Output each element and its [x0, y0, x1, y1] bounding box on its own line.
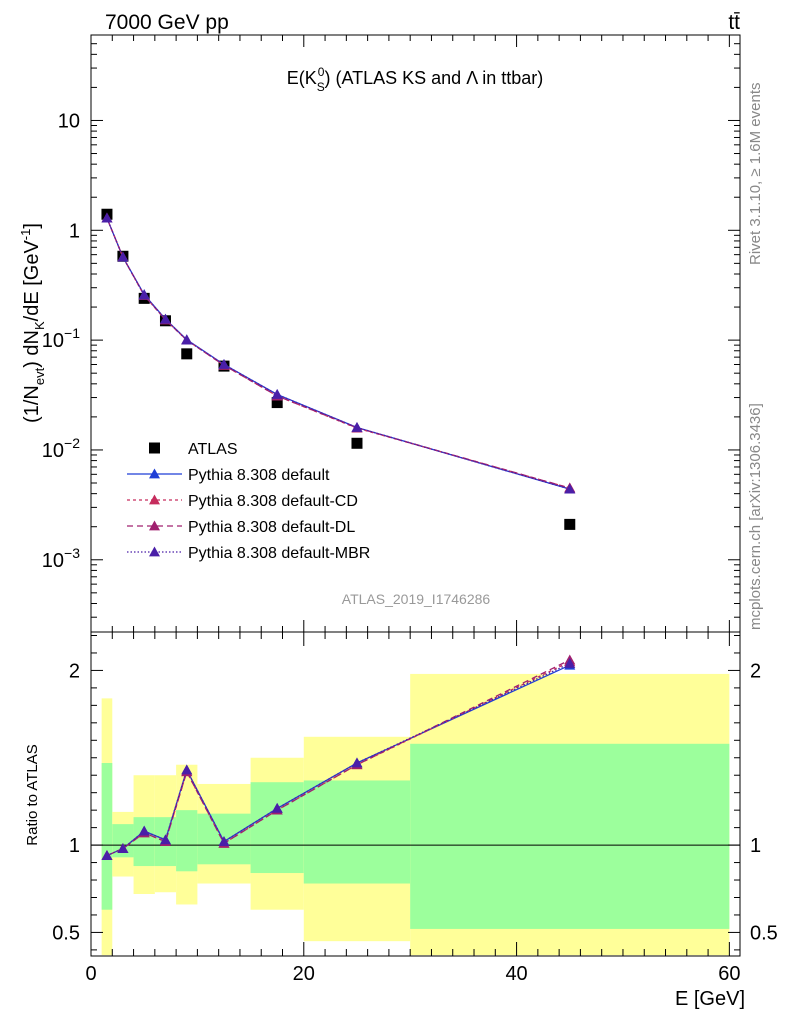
series-marker — [351, 422, 363, 432]
y-tick-label: 10 — [58, 110, 80, 132]
y-tick-label: 10−3 — [42, 545, 80, 572]
legend: ATLAS Pythia 8.308 default Pythia 8.308 de… — [127, 441, 370, 562]
ratio-y-axis: 0.5 0.5 1 1 2 2 — [52, 634, 778, 951]
series-marker — [138, 289, 150, 300]
data-point — [181, 348, 193, 360]
ylabel-c: /dE [GeV — [21, 240, 43, 322]
ylabel-b-sub: K — [32, 321, 47, 330]
rivet-label: Rivet 3.1.10, ≥ 1.6M events — [747, 83, 764, 266]
series-marker — [271, 388, 283, 399]
ratio-band-inner — [410, 743, 730, 929]
ratio-band-inner — [303, 780, 411, 884]
ratio-series-marker — [218, 836, 230, 846]
ylabel-b: ) dN — [21, 330, 43, 368]
ratio-uncertainty-bands — [101, 673, 730, 956]
y-tick-base: 10 — [42, 550, 64, 572]
legend-label: ATLAS — [188, 441, 238, 458]
title-rest: ) (ATLAS KS and Λ in ttbar) — [324, 68, 543, 88]
ratio-series-marker — [138, 825, 150, 836]
ratio-series-marker — [159, 834, 171, 845]
ratio-series-line — [106, 659, 571, 857]
ratio-series-marker — [101, 850, 113, 860]
y-tick-exp: −2 — [64, 435, 80, 451]
plot-title: E(KS0) (ATLAS KS and Λ in ttbar) — [287, 65, 544, 94]
data-point — [271, 397, 283, 409]
y-tick-label: 10−1 — [42, 325, 80, 352]
ratio-y-tick-label: 1 — [69, 835, 80, 857]
y-tick-base: 10 — [42, 440, 64, 462]
y-tick-label: 10−2 — [42, 435, 80, 462]
x-tick-label: 60 — [718, 963, 740, 985]
series-marker — [117, 251, 129, 262]
ratio-series-marker — [271, 802, 283, 813]
ratio-series-marker — [181, 764, 193, 775]
y-tick-base: 10 — [42, 330, 64, 352]
y-tick-exp: −3 — [64, 545, 80, 561]
ratio-panel: 0.5 0.5 1 1 2 2 0 20 40 60 Ratio to ATLAS E [GeV… — [24, 631, 778, 1010]
legend-label: Pythia 8.308 default-DL — [188, 519, 355, 536]
legend-label: Pythia 8.308 default-MBR — [188, 545, 370, 562]
ratio-y-tick-label: 2 — [69, 660, 80, 682]
ylabel-c-sup: -1 — [18, 229, 33, 241]
y-tick-exp: −1 — [64, 325, 80, 341]
x-tick-label: 0 — [85, 963, 96, 985]
series-line — [106, 217, 570, 489]
ratio-band-inner — [112, 824, 134, 858]
ylabel-a: (1/N — [21, 385, 43, 423]
process-label: tt̄ — [728, 11, 740, 34]
title-sup: 0 — [318, 65, 325, 79]
ratio-frame — [90, 631, 741, 957]
ratio-series-marker — [351, 757, 363, 768]
main-x-axis — [90, 35, 730, 632]
series-marker — [218, 358, 230, 369]
series-marker — [159, 313, 171, 324]
watermark: ATLAS_2019_I1746286 — [342, 591, 491, 607]
ratio-band-inner — [133, 817, 155, 867]
legend-marker — [149, 468, 160, 479]
series-line — [106, 217, 570, 489]
data-point — [564, 518, 576, 530]
ratio-series-marker — [117, 843, 129, 853]
ratio-y-axis-label: Ratio to ATLAS — [24, 744, 41, 845]
ratio-y-tick-label: 0.5 — [52, 922, 80, 944]
x-tick-label: 20 — [293, 963, 315, 985]
ratio-band-inner — [250, 782, 304, 874]
ratio-y-tick-label-right: 1 — [750, 835, 761, 857]
legend-marker — [149, 546, 160, 557]
legend-marker — [149, 442, 160, 454]
ratio-band-inner — [101, 762, 113, 910]
collision-label: 7000 GeV pp — [105, 11, 229, 34]
ratio-y-tick-label-right: 0.5 — [750, 922, 778, 944]
ylabel-d: ] — [21, 223, 43, 229]
legend-label: Pythia 8.308 default — [188, 467, 330, 484]
legend-marker — [149, 494, 160, 505]
series-marker — [101, 212, 113, 223]
legend-label: Pythia 8.308 default-CD — [188, 493, 358, 510]
data-point — [351, 437, 363, 449]
ratio-y-tick-label-right: 2 — [750, 660, 761, 682]
x-axis-label: E [GeV] — [675, 988, 745, 1010]
legend-marker — [149, 520, 160, 531]
series-marker — [181, 334, 193, 345]
series-marker — [564, 483, 576, 494]
ratio-band-inner — [176, 810, 198, 872]
series-line — [106, 217, 570, 490]
y-tick-label: 1 — [69, 220, 80, 242]
ylabel-a-sub: evt — [32, 367, 47, 385]
ratio-x-axis: 0 20 40 60 — [85, 632, 740, 985]
main-frame — [90, 34, 741, 633]
mcplots-label: mcplots.cern.ch [arXiv:1306.3436] — [747, 403, 764, 630]
main-y-axis-label: (1/Nevt) dNK/dE [GeV-1] — [18, 223, 47, 423]
series-line — [106, 217, 570, 490]
title-main: E(K — [287, 68, 317, 88]
main-series-layer — [101, 208, 576, 530]
ratio-series-layer — [101, 654, 576, 860]
ratio-series-marker — [564, 657, 576, 668]
x-tick-label: 40 — [505, 963, 527, 985]
title-sub: S — [317, 80, 325, 94]
